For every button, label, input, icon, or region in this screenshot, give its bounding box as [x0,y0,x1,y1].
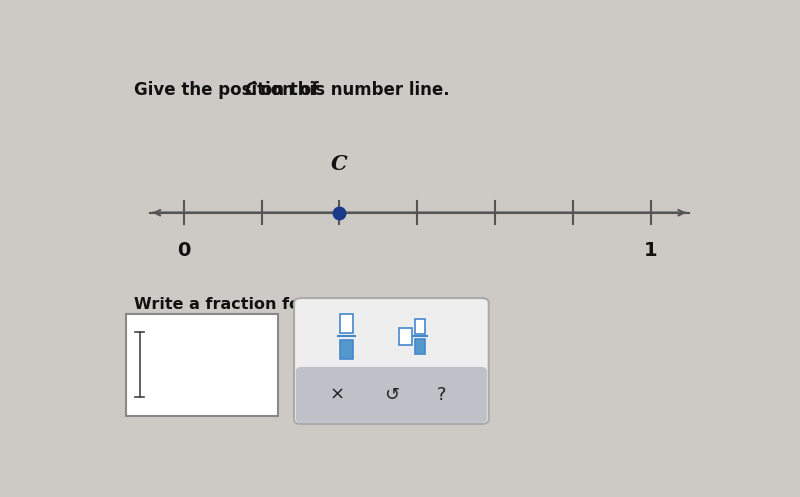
FancyBboxPatch shape [340,314,354,333]
Text: C: C [331,155,348,174]
Text: Write a fraction for your answer.: Write a fraction for your answer. [134,297,430,312]
Text: ↺: ↺ [384,386,399,404]
Text: C: C [245,81,257,99]
FancyBboxPatch shape [414,320,425,334]
Text: Give the position of: Give the position of [134,81,324,99]
Text: on this number line.: on this number line. [255,81,450,99]
FancyBboxPatch shape [399,328,412,345]
FancyBboxPatch shape [340,339,354,359]
Text: 0: 0 [177,242,190,260]
FancyBboxPatch shape [294,298,489,424]
Text: ×: × [330,386,345,404]
Text: ?: ? [437,386,446,404]
FancyBboxPatch shape [296,367,487,423]
FancyBboxPatch shape [414,338,425,353]
FancyBboxPatch shape [126,314,278,415]
Text: 1: 1 [644,242,658,260]
